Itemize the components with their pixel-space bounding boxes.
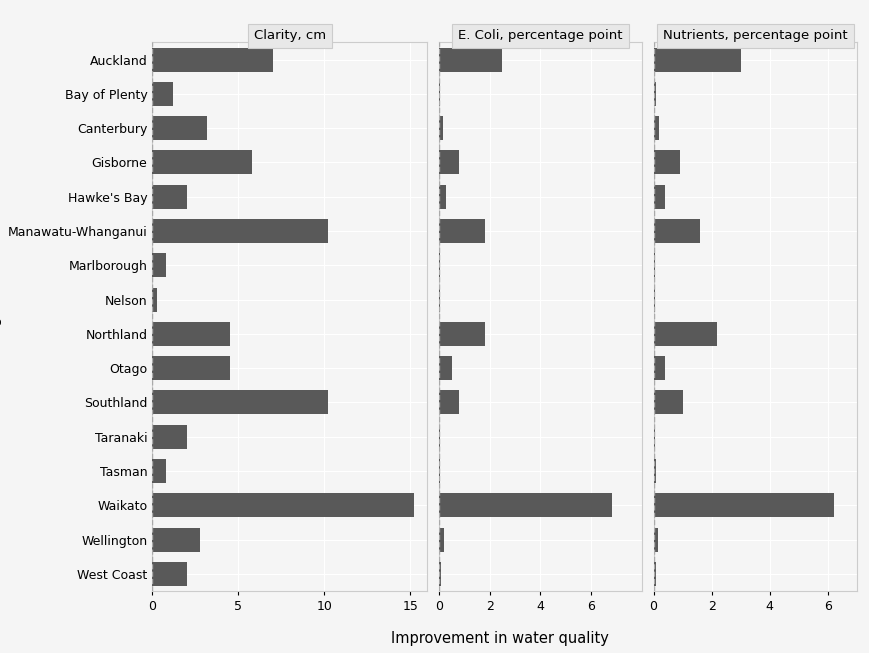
Bar: [653, 253, 654, 278]
Bar: [152, 390, 328, 415]
Bar: [653, 48, 740, 72]
Bar: [152, 219, 328, 243]
Bar: [653, 356, 665, 380]
Bar: [438, 493, 611, 517]
Bar: [438, 253, 440, 278]
Bar: [438, 528, 443, 552]
Bar: [438, 48, 501, 72]
Bar: [152, 185, 187, 209]
Bar: [438, 185, 446, 209]
Bar: [653, 528, 657, 552]
Bar: [653, 390, 682, 415]
Bar: [653, 493, 833, 517]
Title: Clarity, cm: Clarity, cm: [254, 29, 326, 42]
Bar: [152, 48, 272, 72]
Bar: [653, 562, 656, 586]
Bar: [152, 459, 166, 483]
Bar: [653, 82, 656, 106]
Bar: [152, 562, 187, 586]
Bar: [152, 528, 200, 552]
Bar: [438, 322, 484, 346]
Bar: [653, 219, 700, 243]
Bar: [438, 390, 459, 415]
Bar: [152, 493, 413, 517]
Bar: [438, 219, 484, 243]
Bar: [653, 424, 654, 449]
Bar: [438, 424, 440, 449]
Bar: [653, 287, 654, 311]
Bar: [152, 287, 157, 311]
Text: Improvement in water quality: Improvement in water quality: [391, 631, 608, 646]
Bar: [438, 116, 442, 140]
Bar: [152, 82, 173, 106]
Bar: [653, 185, 665, 209]
Bar: [438, 459, 440, 483]
Bar: [438, 287, 440, 311]
Bar: [653, 116, 659, 140]
Bar: [152, 116, 207, 140]
Bar: [152, 150, 252, 174]
Bar: [438, 82, 440, 106]
Title: Nutrients, percentage point: Nutrients, percentage point: [662, 29, 846, 42]
Bar: [152, 356, 229, 380]
Bar: [653, 322, 717, 346]
Bar: [152, 322, 229, 346]
Bar: [152, 253, 166, 278]
Bar: [653, 459, 656, 483]
Title: E. Coli, percentage point: E. Coli, percentage point: [458, 29, 622, 42]
Bar: [438, 356, 451, 380]
Bar: [438, 562, 441, 586]
Bar: [653, 150, 679, 174]
Bar: [152, 424, 187, 449]
Bar: [438, 150, 459, 174]
